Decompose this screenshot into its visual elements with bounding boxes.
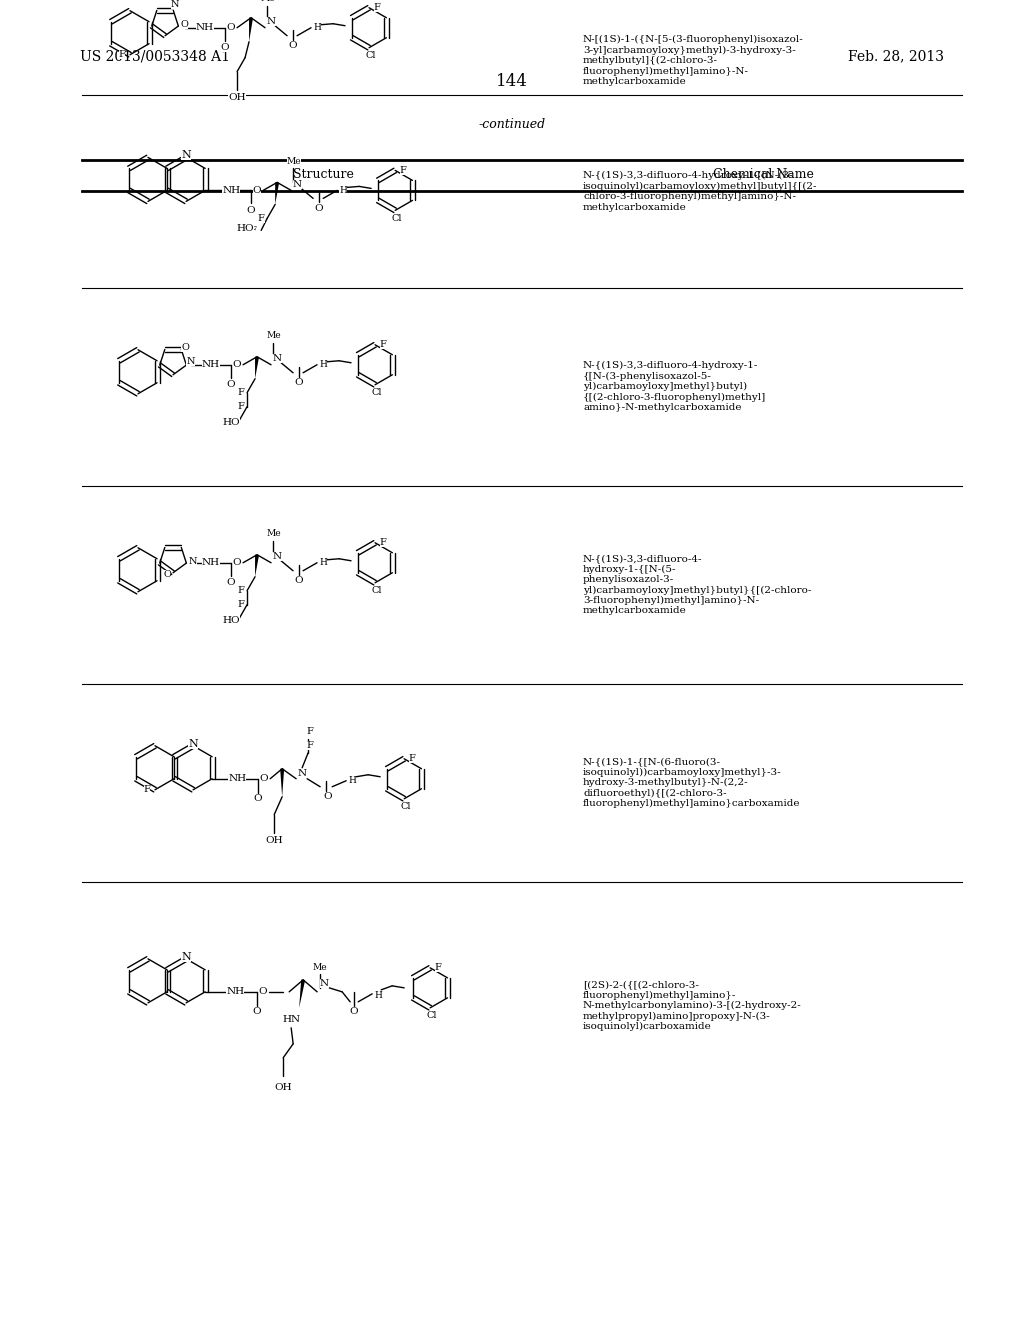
Polygon shape [281,768,284,797]
Text: O: O [253,1007,261,1016]
Text: F: F [307,727,313,737]
Text: F: F [409,754,416,763]
Text: N: N [181,150,191,161]
Text: O: O [253,186,261,195]
Text: O: O [260,775,268,783]
Text: O: O [221,44,229,53]
Polygon shape [255,356,259,379]
Text: H: H [319,360,327,370]
Text: N: N [171,0,179,9]
Text: O: O [259,987,267,997]
Text: US 2013/0053348 A1: US 2013/0053348 A1 [80,50,230,63]
Text: O: O [180,20,188,29]
Text: [(2S)-2-({[(2-chloro-3-
fluorophenyl)methyl]amino}-
N-methylcarbonylamino)-3-[(2: [(2S)-2-({[(2-chloro-3- fluorophenyl)met… [583,981,802,1031]
Text: N: N [319,979,329,989]
Text: F: F [119,50,125,59]
Text: F: F [380,539,386,548]
Text: Chemical Name: Chemical Name [713,168,814,181]
Text: Cl: Cl [401,803,412,812]
Text: O: O [181,343,189,352]
Text: O: O [163,570,171,579]
Text: N-{(1S)-1-{[N-(6-fluoro(3-
isoquinolyl))carbamoyloxy]methyl}-3-
hydroxy-3-methyl: N-{(1S)-1-{[N-(6-fluoro(3- isoquinolyl))… [583,758,801,808]
Text: O: O [247,206,255,215]
Text: NH: NH [202,360,220,370]
Text: N: N [266,17,275,26]
Text: F: F [435,964,441,973]
Text: N-{(1S)-3,3-difluoro-4-hydroxy-1-
{[N-(3-phenylisoxazol-5-
yl)carbamoyloxy]methy: N-{(1S)-3,3-difluoro-4-hydroxy-1- {[N-(3… [583,362,766,412]
Text: F: F [258,214,264,223]
Text: H: H [374,991,382,1001]
Text: O: O [350,1007,358,1016]
Text: N-[(1S)-1-({N-[5-(3-fluorophenyl)isoxazol-
3-yl]carbamoyloxy}methyl)-3-hydroxy-3: N-[(1S)-1-({N-[5-(3-fluorophenyl)isoxazo… [583,36,804,86]
Text: N: N [181,952,191,962]
Text: NH: NH [196,24,214,32]
Text: H: H [339,186,347,195]
Text: N: N [188,739,198,748]
Text: N-{(1S)-3,3-difluoro-4-hydroxy-1-[(N-(3-
isoquinolyl)carbamoyloxy)methyl]butyl]{: N-{(1S)-3,3-difluoro-4-hydroxy-1-[(N-(3-… [583,172,817,211]
Text: O: O [254,795,262,804]
Text: HN: HN [282,1015,300,1024]
Text: Me: Me [287,157,301,166]
Text: NH: NH [202,558,220,568]
Text: N: N [293,180,302,189]
Text: O: O [226,380,236,389]
Text: F: F [238,388,245,397]
Text: N: N [186,356,195,366]
Text: NH: NH [226,987,244,997]
Text: 144: 144 [496,74,528,90]
Text: OH: OH [265,837,283,845]
Text: O: O [295,577,303,585]
Text: O: O [226,24,236,32]
Text: O: O [295,379,303,387]
Text: F: F [238,601,245,610]
Polygon shape [249,17,253,42]
Text: N: N [272,552,282,561]
Text: N-{(1S)-3,3-difluoro-4-
hydroxy-1-{[N-(5-
phenylisoxazol-3-
yl)carbamoyloxy]meth: N-{(1S)-3,3-difluoro-4- hydroxy-1-{[N-(5… [583,554,811,615]
Text: HO: HO [222,616,240,626]
Text: N: N [298,770,307,779]
Polygon shape [255,554,259,577]
Text: Cl: Cl [366,51,376,61]
Text: O: O [232,558,242,568]
Text: O: O [289,41,297,50]
Text: F: F [238,586,245,595]
Text: HO: HO [237,224,254,232]
Text: N: N [272,354,282,363]
Text: Feb. 28, 2013: Feb. 28, 2013 [848,50,944,63]
Text: H: H [348,776,356,785]
Text: O: O [314,203,324,213]
Polygon shape [275,182,280,205]
Text: F: F [374,3,381,12]
Text: N: N [188,557,197,565]
Text: O: O [226,578,236,587]
Text: -continued: -continued [478,117,546,131]
Text: Me: Me [266,331,282,341]
Text: Cl: Cl [392,214,402,223]
Text: F: F [380,341,386,350]
Text: OH: OH [228,94,246,102]
Text: O: O [232,360,242,370]
Text: H: H [319,558,327,568]
Text: Cl: Cl [427,1011,437,1020]
Text: F: F [307,742,313,750]
Text: NH: NH [228,775,246,783]
Text: Me: Me [313,964,328,973]
Text: NH: NH [222,186,241,195]
Text: O: O [324,792,333,801]
Text: F: F [250,226,257,235]
Text: F: F [238,403,245,412]
Text: OH: OH [274,1084,292,1093]
Polygon shape [299,979,305,1008]
Text: Structure: Structure [293,168,354,181]
Text: HO: HO [222,418,240,428]
Text: Cl: Cl [372,388,382,397]
Text: F: F [143,785,151,795]
Text: Cl: Cl [372,586,382,595]
Text: H: H [313,24,321,32]
Text: F: F [399,166,407,176]
Text: Me: Me [266,529,282,539]
Text: Me: Me [261,0,275,3]
